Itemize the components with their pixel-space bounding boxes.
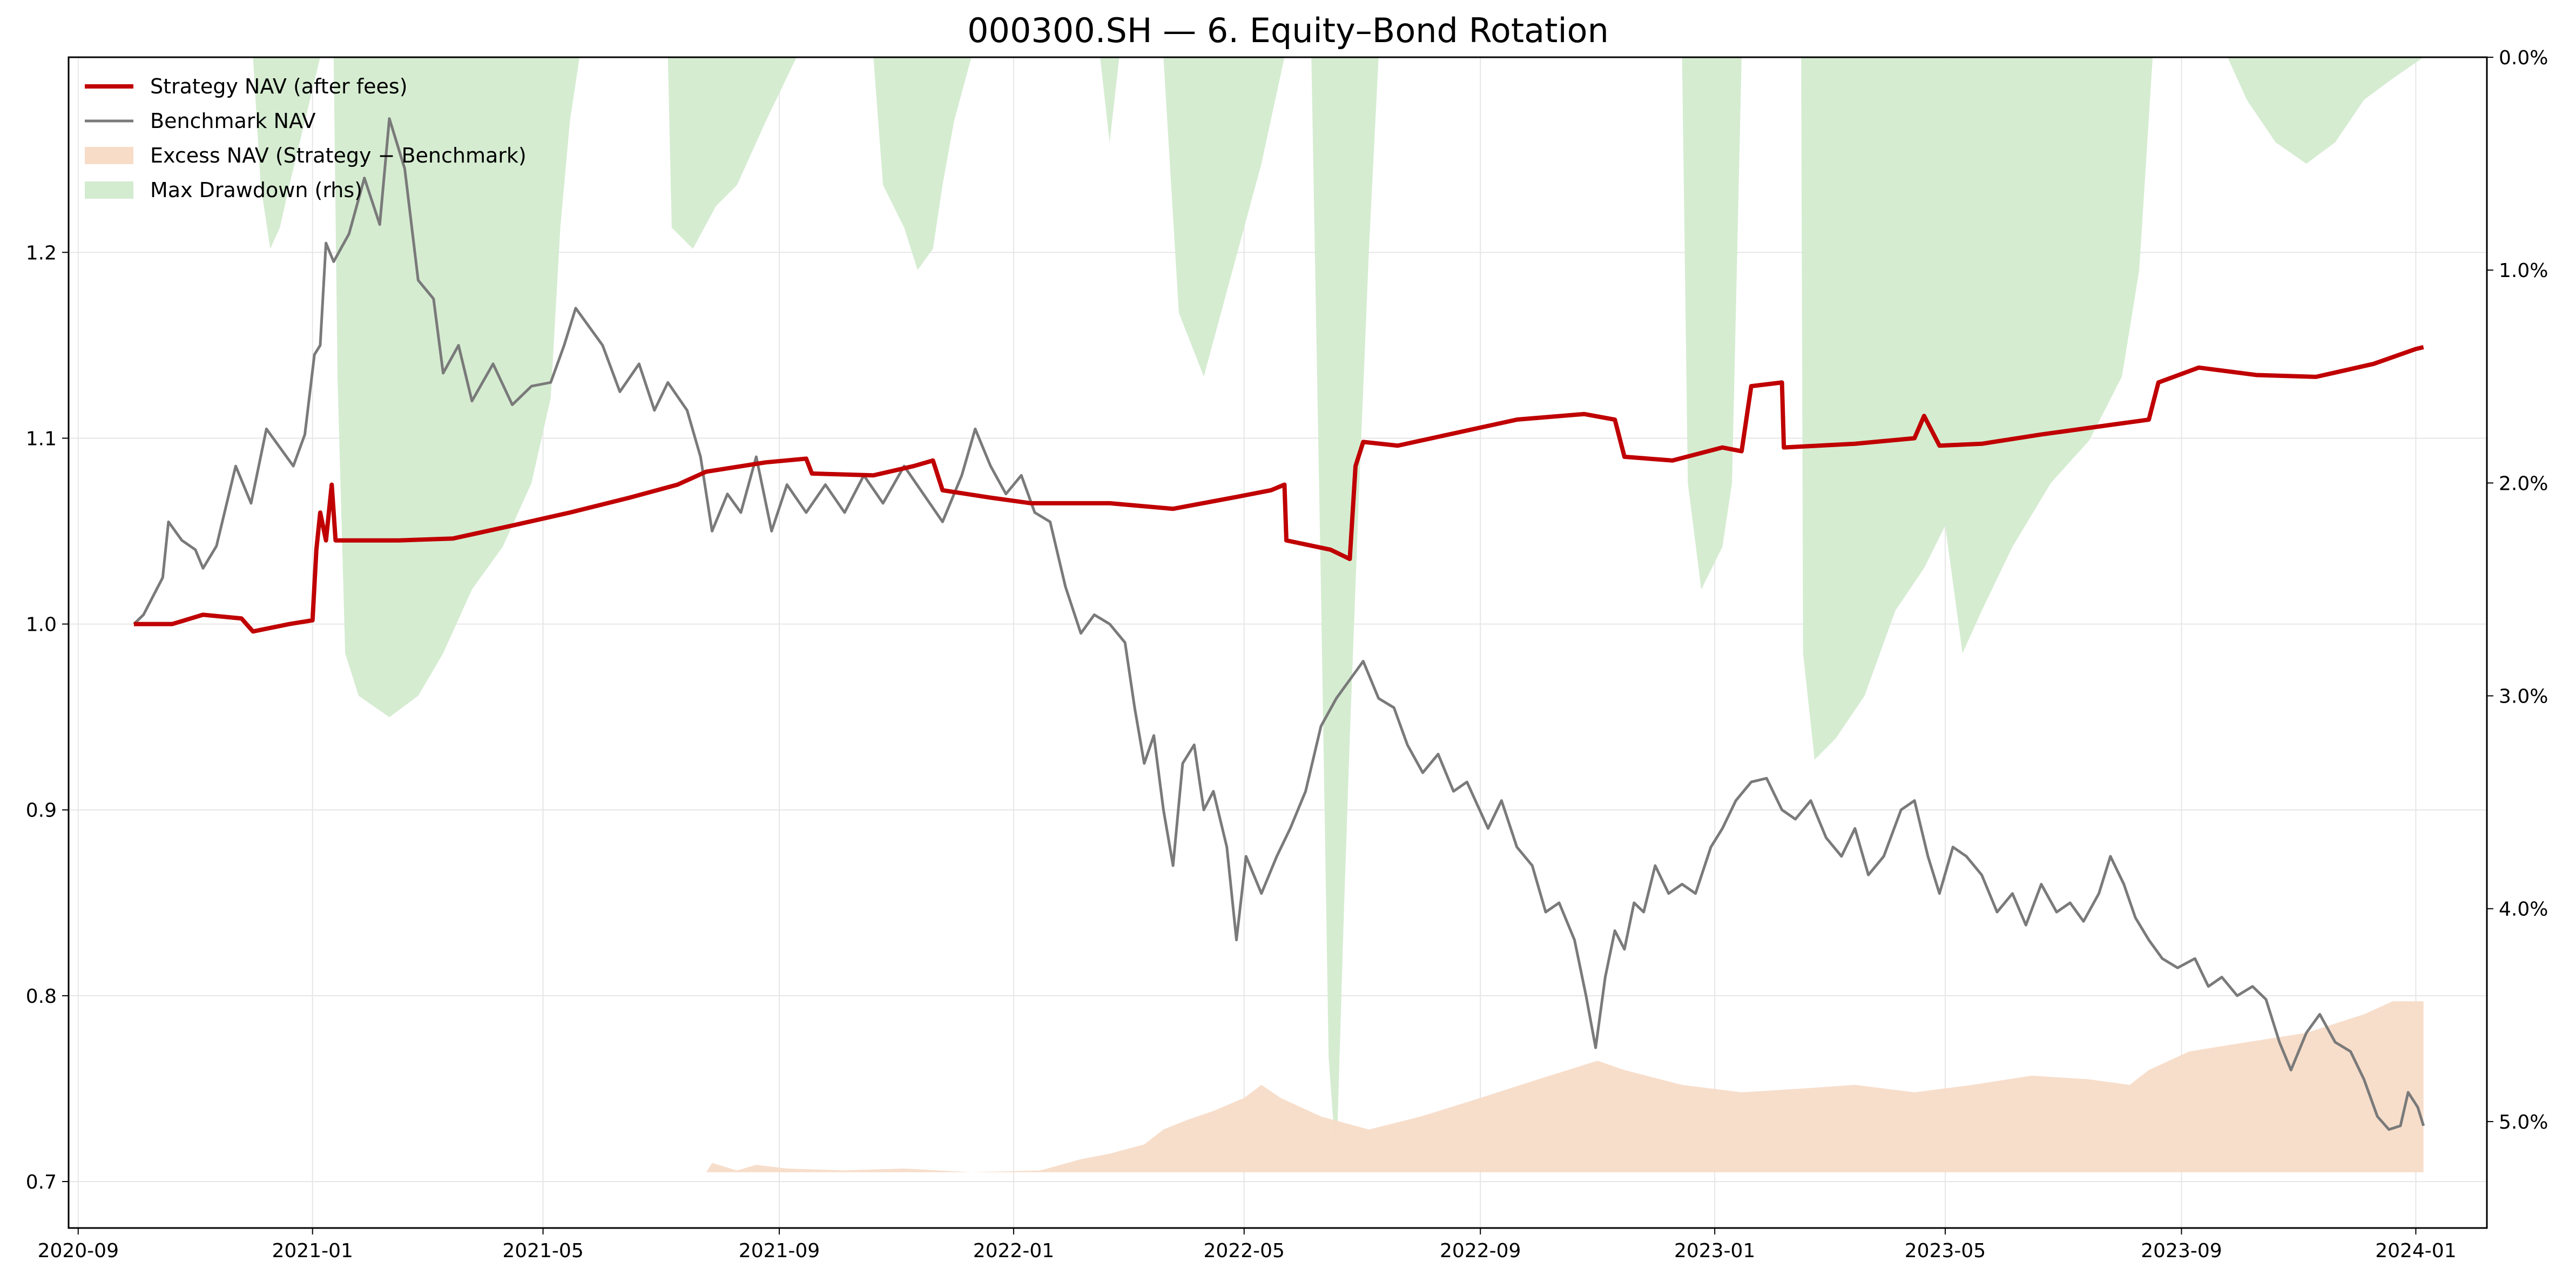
strategy-nav-line: [133, 345, 2424, 634]
excess-nav-area: [133, 1001, 2424, 1172]
y2-tick-label: 1.0%: [2499, 260, 2548, 282]
y-tick-label: 1.2: [26, 242, 57, 264]
x-tick-label: 2022-09: [1440, 1240, 1521, 1262]
max-drawdown-fill: [253, 57, 2424, 1164]
x-tick-label: 2024-01: [2375, 1240, 2456, 1262]
x-tick-label: 2021-09: [739, 1240, 820, 1262]
max-drawdown-area: [253, 57, 2424, 1164]
y2-tick-label: 2.0%: [2499, 473, 2548, 495]
x-tick-label: 2022-01: [973, 1240, 1054, 1262]
y-tick-label: 0.9: [26, 800, 57, 822]
y-tick-label: 1.1: [26, 428, 57, 450]
x-tick-label: 2020-09: [38, 1240, 119, 1262]
x-tick-label: 2021-01: [272, 1240, 353, 1262]
legend: Strategy NAV (after fees) Benchmark NAV Ex…: [85, 75, 527, 202]
legend-label: Strategy NAV (after fees): [150, 75, 408, 98]
legend-label: Excess NAV (Strategy − Benchmark): [150, 144, 527, 167]
nav-lines: [133, 117, 2425, 1131]
legend-label: Max Drawdown (rhs): [150, 178, 362, 202]
y2-tick-label: 5.0%: [2499, 1111, 2548, 1133]
x-tick-label: 2021-05: [502, 1240, 583, 1262]
x-tick-label: 2023-01: [1674, 1240, 1755, 1262]
legend-swatch: [85, 181, 133, 199]
y-tick-label: 0.8: [26, 986, 57, 1008]
axes: 2020-09 2021-01 2021-05 2021-09 2022-01 2022-…: [26, 47, 2548, 1262]
x-tick-label: 2023-05: [1905, 1240, 1986, 1262]
y2-tick-label: 0.0%: [2499, 47, 2548, 69]
y2-tick-label: 3.0%: [2499, 686, 2548, 708]
x-tick-label: 2022-05: [1204, 1240, 1285, 1262]
chart-title: 000300.SH — 6. Equity–Bond Rotation: [967, 11, 1609, 50]
y-tick-label: 0.7: [26, 1171, 57, 1193]
legend-swatch: [85, 147, 133, 164]
benchmark-nav-line: [133, 117, 2425, 1131]
excess-nav-fill: [133, 1001, 2424, 1172]
y-tick-label: 1.0: [26, 614, 57, 636]
y2-tick-label: 4.0%: [2499, 899, 2548, 921]
plot-frame: [68, 56, 2488, 1229]
x-tick-label: 2023-09: [2141, 1240, 2222, 1262]
legend-label: Benchmark NAV: [150, 109, 316, 133]
